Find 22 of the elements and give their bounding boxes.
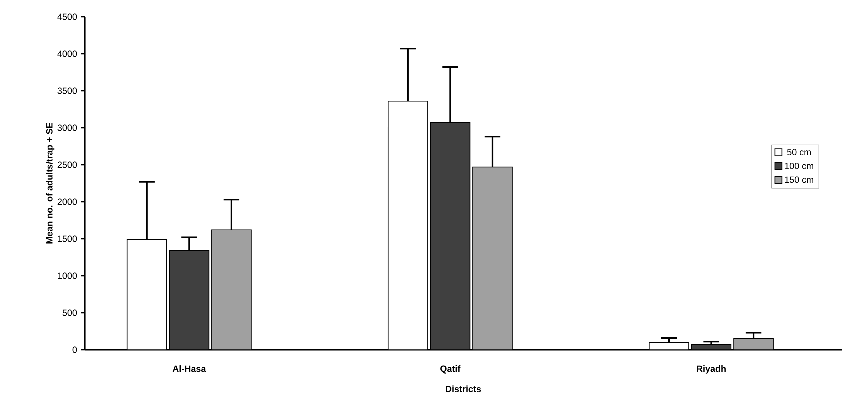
- y-tick-label: 2000: [58, 198, 78, 206]
- x-tick-label: Qatif: [440, 366, 461, 374]
- y-tick-label: 2500: [58, 162, 78, 168]
- bar: [472, 166, 513, 350]
- y-tick-label: 4000: [58, 50, 78, 58]
- x-tick-label: Al-Hasa: [172, 366, 206, 372]
- y-axis-title: Mean no. of adults/trap + SE: [46, 123, 55, 244]
- legend-label: 50 cm: [787, 149, 811, 156]
- y-tick-label: 500: [62, 310, 78, 316]
- y-tick-label: 3500: [58, 88, 78, 94]
- x-tick-label: Riyadh: [697, 366, 726, 374]
- bar: [212, 230, 252, 350]
- y-tick-label: 0: [72, 346, 78, 354]
- y-tick-label: 1000: [58, 272, 78, 280]
- legend-label: 100 cm: [785, 162, 814, 170]
- bar: [430, 122, 471, 350]
- y-tick-label: 4500: [58, 14, 78, 20]
- bar: [169, 250, 210, 350]
- legend-label: 150 cm: [785, 176, 814, 184]
- x-axis-title: Districts: [446, 386, 482, 392]
- y-tick-label: 3000: [58, 124, 78, 132]
- y-tick-label: 1500: [58, 236, 78, 242]
